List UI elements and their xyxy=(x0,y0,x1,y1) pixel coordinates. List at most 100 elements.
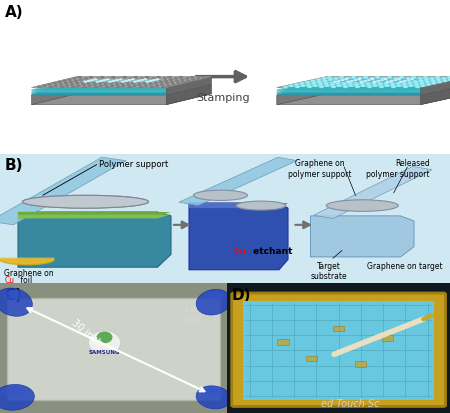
Circle shape xyxy=(64,83,68,85)
Bar xyxy=(277,339,288,345)
Circle shape xyxy=(134,77,138,78)
Text: Stamping: Stamping xyxy=(196,93,250,103)
Circle shape xyxy=(427,85,430,86)
Circle shape xyxy=(49,87,53,88)
Circle shape xyxy=(84,78,88,80)
Circle shape xyxy=(146,82,148,83)
Text: ed Touch Sc: ed Touch Sc xyxy=(320,398,379,408)
Circle shape xyxy=(400,77,403,78)
Polygon shape xyxy=(314,167,432,219)
Circle shape xyxy=(408,83,412,85)
Circle shape xyxy=(395,81,399,82)
Circle shape xyxy=(359,81,363,82)
Text: 1st: 1st xyxy=(184,304,198,313)
Bar xyxy=(306,356,317,362)
Ellipse shape xyxy=(196,386,231,409)
Polygon shape xyxy=(421,85,450,105)
Polygon shape xyxy=(277,85,326,105)
Circle shape xyxy=(143,83,146,85)
Polygon shape xyxy=(277,85,450,96)
Circle shape xyxy=(133,86,136,87)
Text: Polymer support: Polymer support xyxy=(99,160,168,169)
Circle shape xyxy=(165,83,169,85)
Circle shape xyxy=(322,78,326,80)
Circle shape xyxy=(418,78,422,80)
Polygon shape xyxy=(277,83,326,96)
Circle shape xyxy=(109,82,112,83)
Circle shape xyxy=(129,78,133,80)
Circle shape xyxy=(102,80,105,81)
Circle shape xyxy=(300,83,304,85)
Circle shape xyxy=(400,80,404,81)
Circle shape xyxy=(442,78,446,80)
Circle shape xyxy=(346,78,350,80)
Circle shape xyxy=(420,83,424,85)
Text: Cu: Cu xyxy=(4,275,14,284)
Circle shape xyxy=(341,80,344,81)
Circle shape xyxy=(131,80,134,81)
Circle shape xyxy=(170,82,174,83)
Circle shape xyxy=(378,82,381,83)
Circle shape xyxy=(333,82,336,83)
Circle shape xyxy=(86,81,89,82)
Circle shape xyxy=(312,83,316,85)
Circle shape xyxy=(84,82,87,83)
Circle shape xyxy=(414,82,417,83)
Circle shape xyxy=(144,86,148,87)
Circle shape xyxy=(415,85,419,86)
Polygon shape xyxy=(277,81,326,93)
Circle shape xyxy=(328,77,331,78)
Circle shape xyxy=(411,80,414,81)
Polygon shape xyxy=(32,85,211,96)
Polygon shape xyxy=(18,215,171,219)
Circle shape xyxy=(74,81,78,82)
Circle shape xyxy=(38,87,41,88)
Circle shape xyxy=(109,83,112,85)
Circle shape xyxy=(385,86,389,87)
Circle shape xyxy=(202,77,205,78)
Circle shape xyxy=(448,77,450,78)
Circle shape xyxy=(119,81,123,82)
Circle shape xyxy=(75,83,79,85)
Circle shape xyxy=(416,87,419,88)
Circle shape xyxy=(145,77,149,78)
Circle shape xyxy=(63,81,67,82)
Ellipse shape xyxy=(236,202,286,211)
Text: Graphene on
polymer support: Graphene on polymer support xyxy=(288,159,351,178)
Ellipse shape xyxy=(22,196,148,209)
Polygon shape xyxy=(32,83,211,95)
Polygon shape xyxy=(421,78,450,96)
Circle shape xyxy=(396,83,400,85)
Circle shape xyxy=(335,81,339,82)
Circle shape xyxy=(409,86,413,87)
Circle shape xyxy=(364,80,368,81)
Bar xyxy=(243,301,434,400)
Ellipse shape xyxy=(3,290,25,300)
Ellipse shape xyxy=(0,288,32,316)
Circle shape xyxy=(371,81,375,82)
Circle shape xyxy=(344,87,347,88)
Circle shape xyxy=(100,77,104,78)
Circle shape xyxy=(128,87,131,88)
Circle shape xyxy=(373,82,376,83)
Circle shape xyxy=(368,87,371,88)
Circle shape xyxy=(86,83,90,85)
Circle shape xyxy=(347,82,350,83)
Circle shape xyxy=(438,82,441,83)
Circle shape xyxy=(166,86,170,87)
Circle shape xyxy=(449,80,450,81)
Circle shape xyxy=(436,77,439,78)
Circle shape xyxy=(68,80,72,81)
Ellipse shape xyxy=(1,386,26,395)
Circle shape xyxy=(308,87,311,88)
Circle shape xyxy=(389,80,392,81)
Circle shape xyxy=(190,77,194,78)
Circle shape xyxy=(81,82,84,83)
Text: A): A) xyxy=(4,5,23,19)
Circle shape xyxy=(320,87,323,88)
Circle shape xyxy=(197,78,200,80)
Circle shape xyxy=(424,77,428,78)
Circle shape xyxy=(323,81,327,82)
Circle shape xyxy=(169,80,173,81)
Polygon shape xyxy=(166,78,212,96)
